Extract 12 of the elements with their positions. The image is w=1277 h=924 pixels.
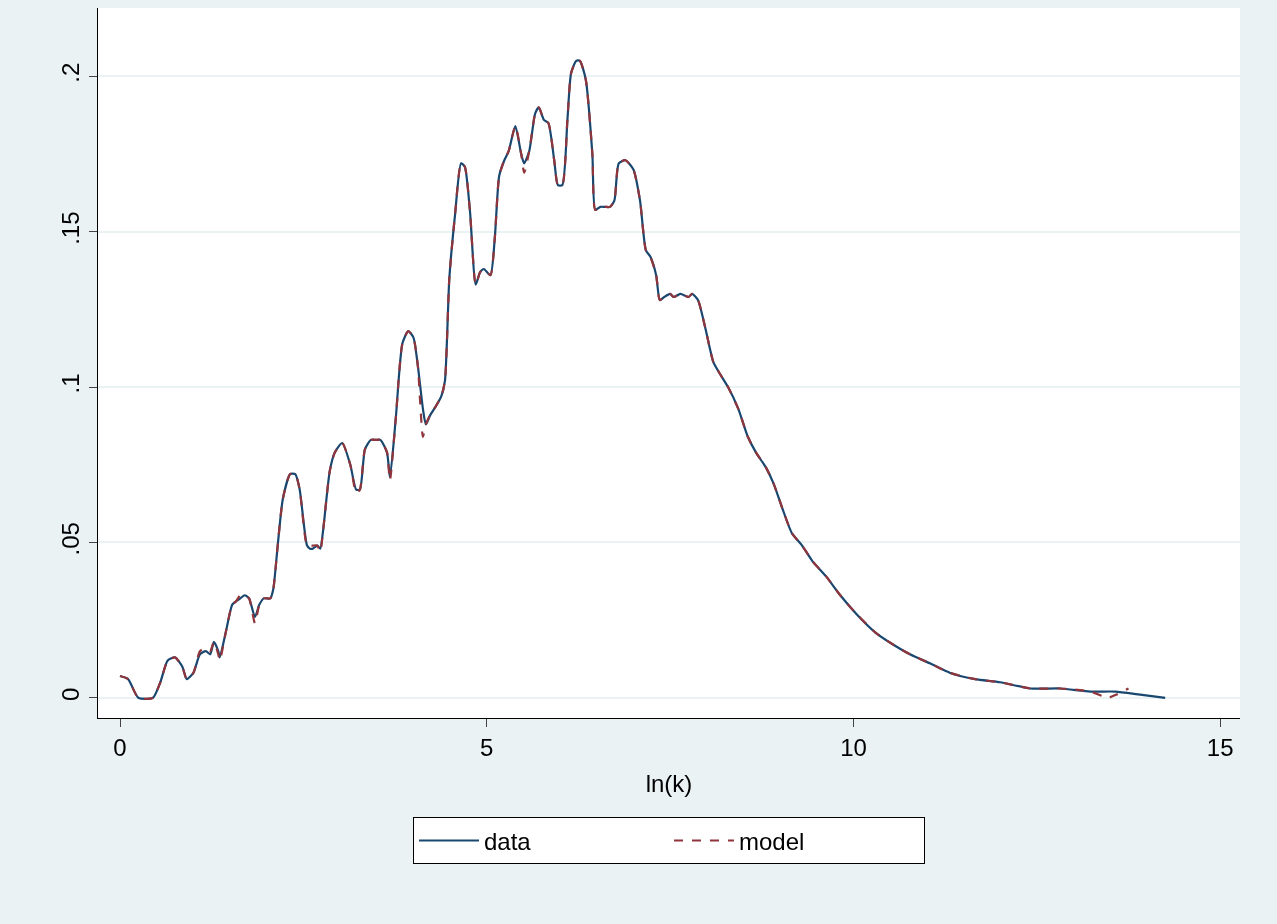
y-tick-label: 0 [57, 687, 85, 701]
legend-label: model [739, 827, 805, 855]
x-axis-title: ln(k) [645, 770, 693, 798]
x-tick-label: 10 [840, 733, 867, 761]
y-tick-label: .05 [57, 522, 85, 556]
y-tick-label: .1 [57, 373, 85, 394]
y-tick-label: .2 [57, 62, 85, 83]
x-tick-label: 5 [480, 733, 494, 761]
y-tick-label: .15 [57, 211, 85, 245]
legend-label: data [484, 827, 532, 855]
x-tick-label: 0 [113, 733, 127, 761]
x-tick-label: 15 [1206, 733, 1234, 761]
